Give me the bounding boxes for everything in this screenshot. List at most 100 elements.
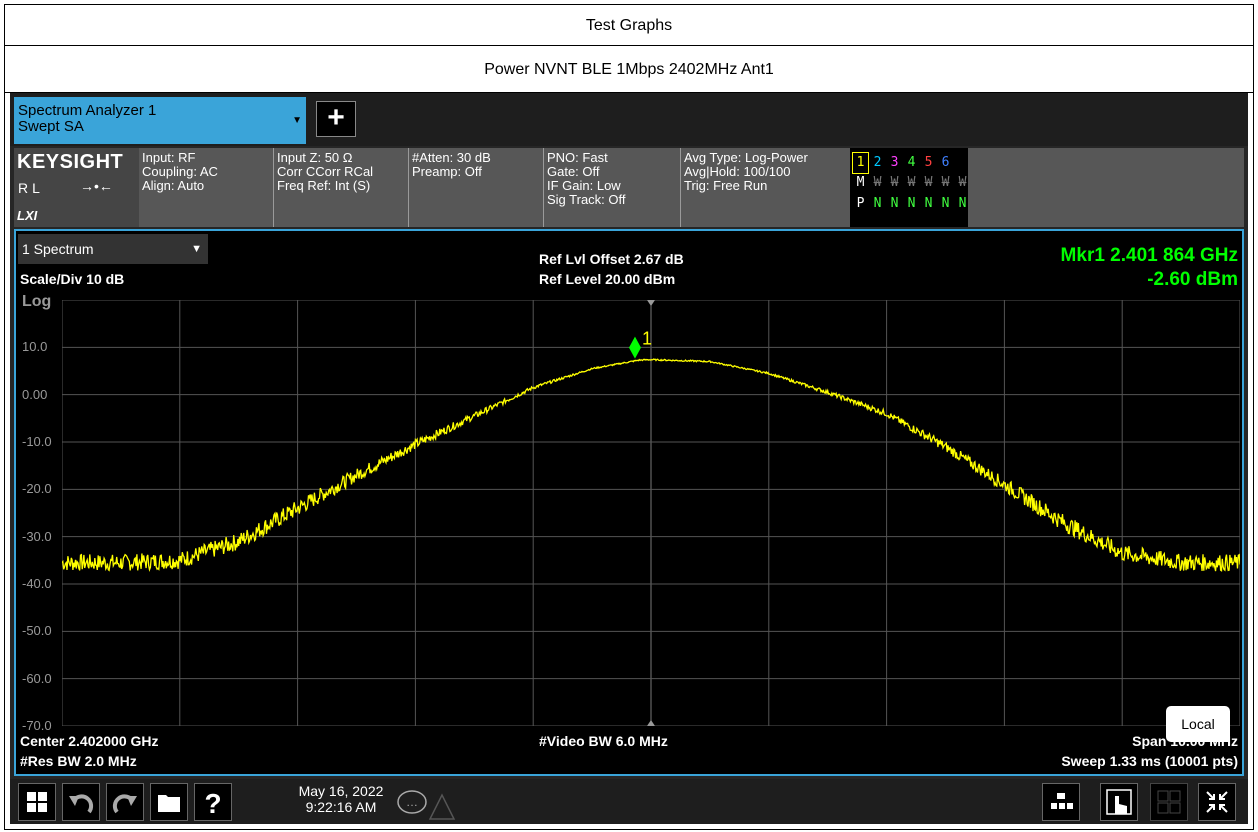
y-tick-label: -50.0 <box>22 623 52 639</box>
trace-5-number[interactable]: 5 <box>924 155 933 170</box>
date-text: May 16, 2022 <box>298 783 384 799</box>
coupling-text: Coupling: AC <box>142 164 218 179</box>
spectrum-plot[interactable]: 1 <box>62 300 1240 726</box>
sweep-label: Sweep 1.33 ms (10001 pts) <box>1061 753 1238 769</box>
touch-hand-icon <box>1106 789 1132 815</box>
tab-title-line2: Swept SA <box>18 118 84 135</box>
spectrum-display[interactable]: 1 Spectrum ▼ Scale/Div 10 dB Log Ref Lvl… <box>14 229 1244 776</box>
trace-3-mode: W <box>907 175 916 190</box>
log-label: Log <box>22 293 52 310</box>
impedance-settings[interactable]: Input Z: 50 Ω Corr CCorr RCal Freq Ref: … <box>274 148 409 227</box>
y-tick-label: -10.0 <box>22 434 52 449</box>
shrink-arrows-icon <box>1206 791 1228 813</box>
trace-1-detector: N <box>873 196 882 211</box>
message-icon: … <box>397 790 456 820</box>
trace-4-detector: N <box>924 196 933 211</box>
ref-offset-label: Ref Lvl Offset 2.67 dB <box>539 251 684 267</box>
add-screen-button[interactable]: + <box>316 101 356 137</box>
title-bar: Spectrum Analyzer 1 Swept SA ▼ + <box>10 93 1248 146</box>
undo-button[interactable] <box>62 783 100 821</box>
view-select[interactable]: 1 Spectrum ▼ <box>18 234 208 264</box>
trace-2-detector: N <box>890 196 899 211</box>
gate-text: Gate: Off <box>547 164 600 179</box>
trace-6-detector: N <box>958 196 967 211</box>
input-z-text: Input Z: 50 Ω <box>277 150 353 165</box>
center-frequency-label: Center 2.402000 GHz <box>20 733 159 749</box>
input-text: Input: RF <box>142 150 196 165</box>
average-settings[interactable]: Avg Type: Log-Power Avg|Hold: 100/100 Tr… <box>681 148 847 227</box>
marker-level: -2.60 dBm <box>1147 269 1238 290</box>
video-bw-label: #Video BW 6.0 MHz <box>539 733 668 749</box>
trace-5-mode: W <box>941 175 950 190</box>
attenuation-settings[interactable]: #Atten: 30 dB Preamp: Off <box>409 148 544 227</box>
scale-div-label: Scale/Div 10 dB <box>20 271 125 287</box>
layout-button[interactable] <box>1042 783 1080 821</box>
rf-input-icon: →•← <box>80 178 113 194</box>
touch-button[interactable] <box>1100 783 1138 821</box>
pno-settings[interactable]: PNO: Fast Gate: Off IF Gain: Low Sig Tra… <box>544 148 681 227</box>
zoom-button[interactable] <box>1198 783 1236 821</box>
time-text: 9:22:16 AM <box>305 799 377 815</box>
mode-tab-spectrum-analyzer[interactable]: Spectrum Analyzer 1 Swept SA ▼ <box>14 97 306 144</box>
trace-2-number[interactable]: 2 <box>873 155 882 170</box>
trace-3-number[interactable]: 3 <box>890 155 899 170</box>
avg-hold-text: Avg|Hold: 100/100 <box>684 164 791 179</box>
preamp-text: Preamp: Off <box>412 164 482 179</box>
y-tick-label: -60.0 <box>22 670 52 686</box>
trace-1-number[interactable]: 1 <box>852 152 869 174</box>
input-settings[interactable]: Input: RF Coupling: AC Align: Auto <box>139 148 274 227</box>
lxi-label: LXI <box>17 208 38 223</box>
atten-text: #Atten: 30 dB <box>412 150 491 165</box>
center-marker-bottom <box>647 720 655 726</box>
trace-1-mode: W <box>873 175 882 190</box>
detector-label: P <box>856 196 865 211</box>
help-button[interactable]: ? <box>194 783 232 821</box>
ref-level-label: Ref Level 20.00 dBm <box>539 271 676 287</box>
date-time: May 16, 2022 9:22:16 AM <box>288 783 394 815</box>
multi-window-button[interactable] <box>1150 783 1188 821</box>
y-tick-label: -70.0 <box>22 718 52 733</box>
rl-label: RL <box>18 180 44 196</box>
corr-text: Corr CCorr RCal <box>277 164 374 179</box>
avg-type-text: Avg Type: Log-Power <box>684 150 808 165</box>
marker-1-diamond[interactable] <box>628 336 641 359</box>
trace-3-detector: N <box>907 196 916 211</box>
align-text: Align: Auto <box>142 178 205 193</box>
message-button[interactable]: … <box>396 787 466 826</box>
local-button[interactable]: Local <box>1166 706 1230 742</box>
file-button[interactable] <box>150 783 188 821</box>
trace-4-mode: W <box>924 175 933 190</box>
y-tick-label: -30.0 <box>22 528 52 544</box>
trace-4-number[interactable]: 4 <box>907 155 916 170</box>
if-gain-text: IF Gain: Low <box>547 178 621 193</box>
report-subtitle: Power NVNT BLE 1Mbps 2402MHz Ant1 <box>5 46 1253 93</box>
svg-text:?: ? <box>204 788 221 819</box>
grid-icon <box>1157 790 1181 814</box>
redo-icon <box>112 794 137 814</box>
pno-text: PNO: Fast <box>547 150 608 165</box>
sig-track-text: Sig Track: Off <box>547 192 626 207</box>
redo-button[interactable] <box>106 783 144 821</box>
taskbar: ? May 16, 2022 9:22:16 AM … <box>10 779 1248 824</box>
freq-ref-text: Freq Ref: Int (S) <box>277 178 371 193</box>
marker-frequency: Mkr1 2.401 864 GHz <box>1060 245 1238 266</box>
folder-icon <box>158 795 180 812</box>
report-frame: Test Graphs Power NVNT BLE 1Mbps 2402MHz… <box>4 4 1254 830</box>
tab-title-line1: Spectrum Analyzer 1 <box>18 102 157 119</box>
spectrum-analyzer-window: Spectrum Analyzer 1 Swept SA ▼ + KEYSIGH… <box>10 93 1248 824</box>
trace-1-line <box>62 358 1240 573</box>
trace-6-number[interactable]: 6 <box>941 155 950 170</box>
undo-icon <box>69 794 94 814</box>
trace-6-mode: W <box>958 175 967 190</box>
windows-button[interactable] <box>18 783 56 821</box>
help-icon: ? <box>204 788 221 819</box>
windows-icon <box>27 792 47 812</box>
layout-icon <box>1051 793 1073 809</box>
report-title: Test Graphs <box>5 5 1253 46</box>
settings-bar: KEYSIGHT RL →•← LXI Input: RF Coupling: … <box>14 148 1244 227</box>
y-tick-label: 0.00 <box>22 386 48 402</box>
trace-2-mode: W <box>890 175 899 190</box>
